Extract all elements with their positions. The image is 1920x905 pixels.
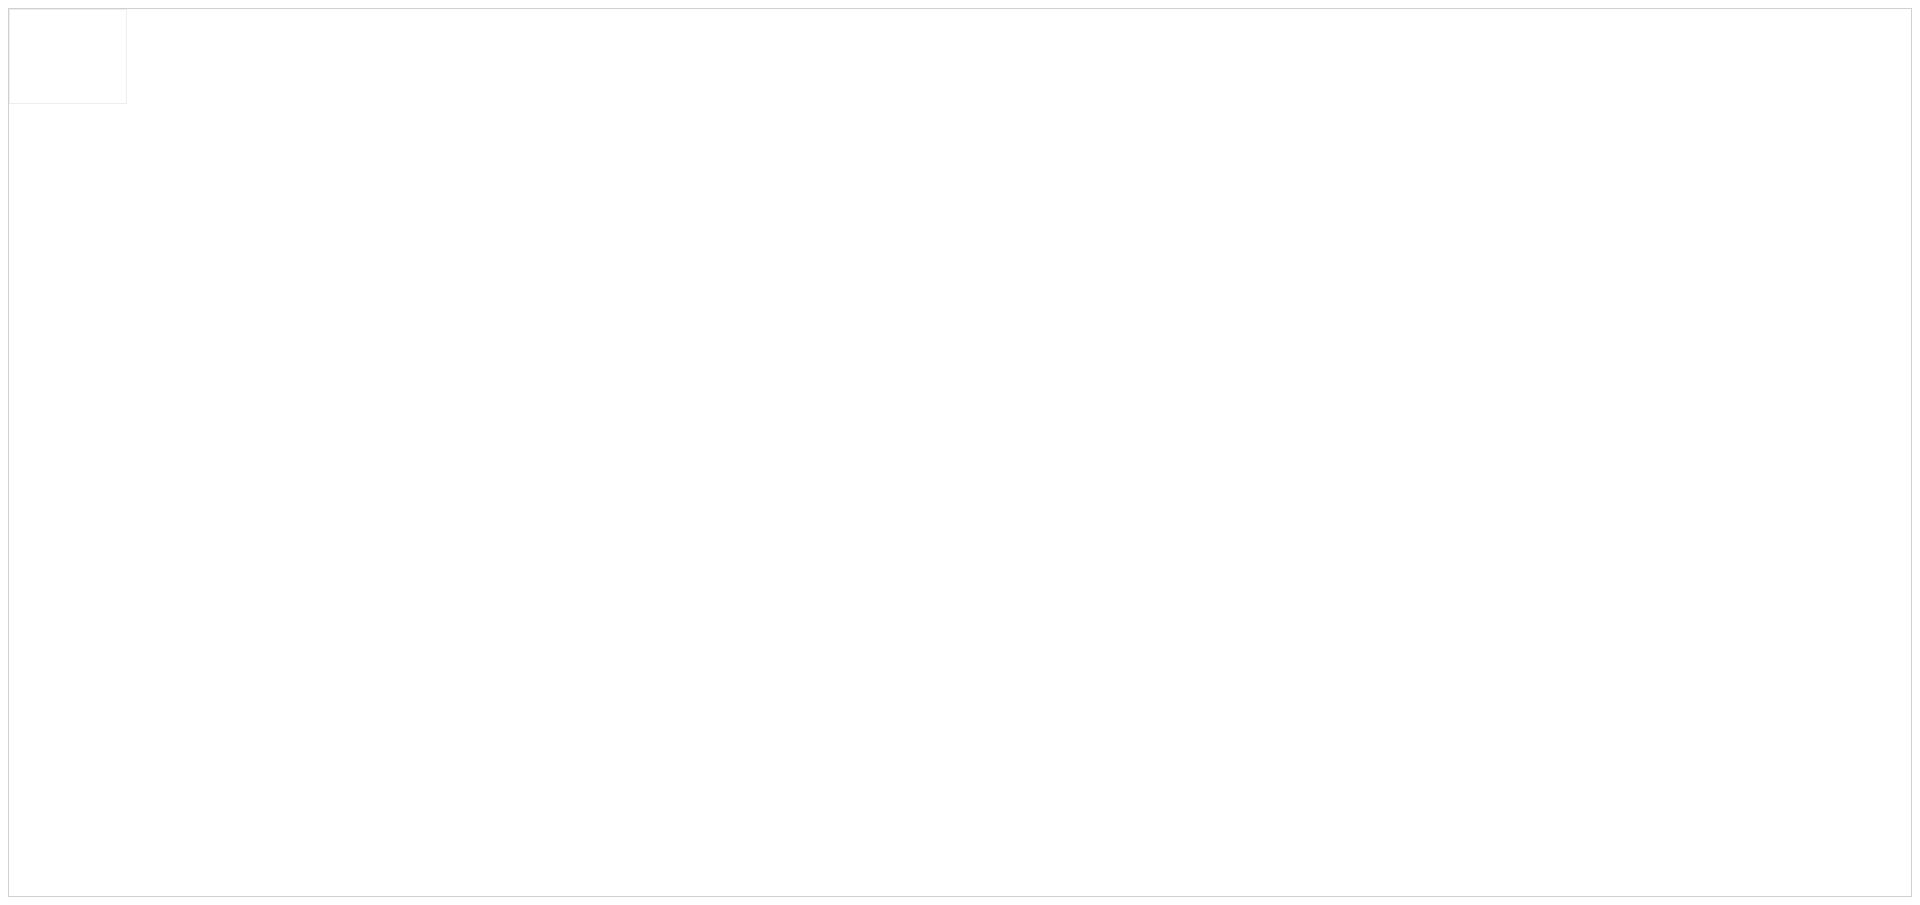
brand-logo-icon <box>34 18 112 101</box>
chart-frame <box>8 8 1912 897</box>
brand-logo <box>9 9 127 104</box>
